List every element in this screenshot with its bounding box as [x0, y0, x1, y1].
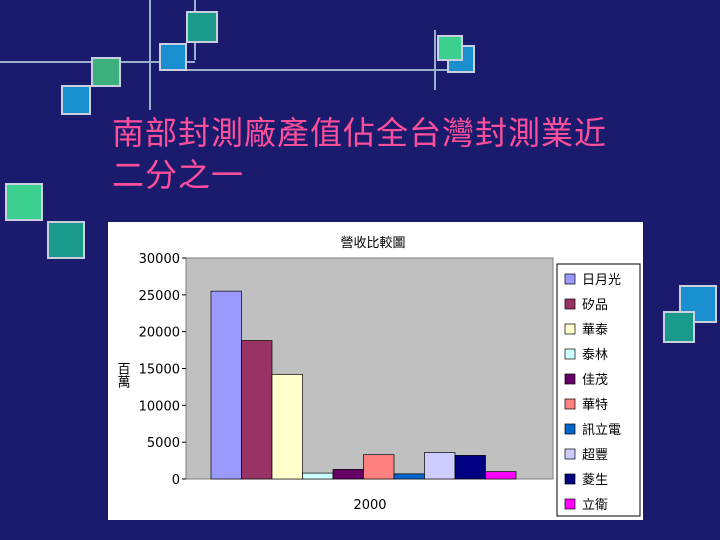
bar-8: [424, 452, 456, 480]
legend-label: 泰林: [582, 348, 608, 363]
y-tick-label: 15000: [139, 363, 180, 378]
bar-4: [302, 472, 334, 480]
legend-label: 華特: [582, 398, 608, 413]
legend-swatch: [564, 298, 576, 310]
x-axis-label: 2000: [353, 498, 386, 513]
bar-6: [363, 454, 395, 480]
legend-swatch: [564, 323, 576, 335]
bar-1: [210, 290, 242, 480]
y-tick-label: 0: [172, 473, 180, 488]
y-tick-label: 25000: [139, 289, 180, 304]
legend-label: 超豐: [582, 448, 608, 463]
bar-10: [485, 471, 517, 480]
y-axis-label: 百萬: [115, 362, 131, 388]
bar-7: [393, 473, 425, 480]
legend-label: 訊立電: [582, 423, 621, 438]
bar-5: [332, 469, 364, 480]
bar-3: [271, 374, 303, 480]
legend-swatch: [564, 498, 576, 510]
legend-label: 佳茂: [582, 373, 608, 388]
legend-label: 立衛: [582, 498, 608, 513]
bar-2: [241, 340, 273, 480]
y-tick-label: 10000: [139, 399, 180, 414]
revenue-chart-svg: 營收比較圖 百萬 050001000015000200002500030000 …: [115, 236, 641, 517]
legend-swatch: [564, 473, 576, 485]
revenue-chart: 營收比較圖 百萬 0 5000 10000 15000 20000 25000 30000 …: [108, 222, 643, 520]
legend-swatch: [564, 273, 576, 285]
legend-swatch: [564, 348, 576, 360]
slide-title-line1: 南部封測廠產值佔全台灣封測業近: [112, 114, 608, 152]
legend-label: 矽品: [582, 298, 608, 313]
chart-title: 營收比較圖: [340, 236, 405, 251]
legend-label: 菱生: [582, 473, 608, 488]
legend-swatch: [564, 373, 576, 385]
slide-title: 南部封測廠產值佔全台灣封測業近 二分之一: [112, 112, 672, 196]
y-tick-label: 5000: [147, 436, 180, 451]
legend-swatch: [564, 448, 576, 460]
legend-label: 日月光: [582, 273, 621, 288]
slide-title-line2: 二分之一: [112, 156, 245, 194]
y-tick-label: 20000: [139, 326, 180, 341]
legend-swatch: [564, 398, 576, 410]
y-tick-label: 30000: [139, 252, 180, 267]
legend-swatch: [564, 423, 576, 435]
legend-label: 華泰: [582, 323, 608, 338]
bar-9: [454, 455, 486, 480]
